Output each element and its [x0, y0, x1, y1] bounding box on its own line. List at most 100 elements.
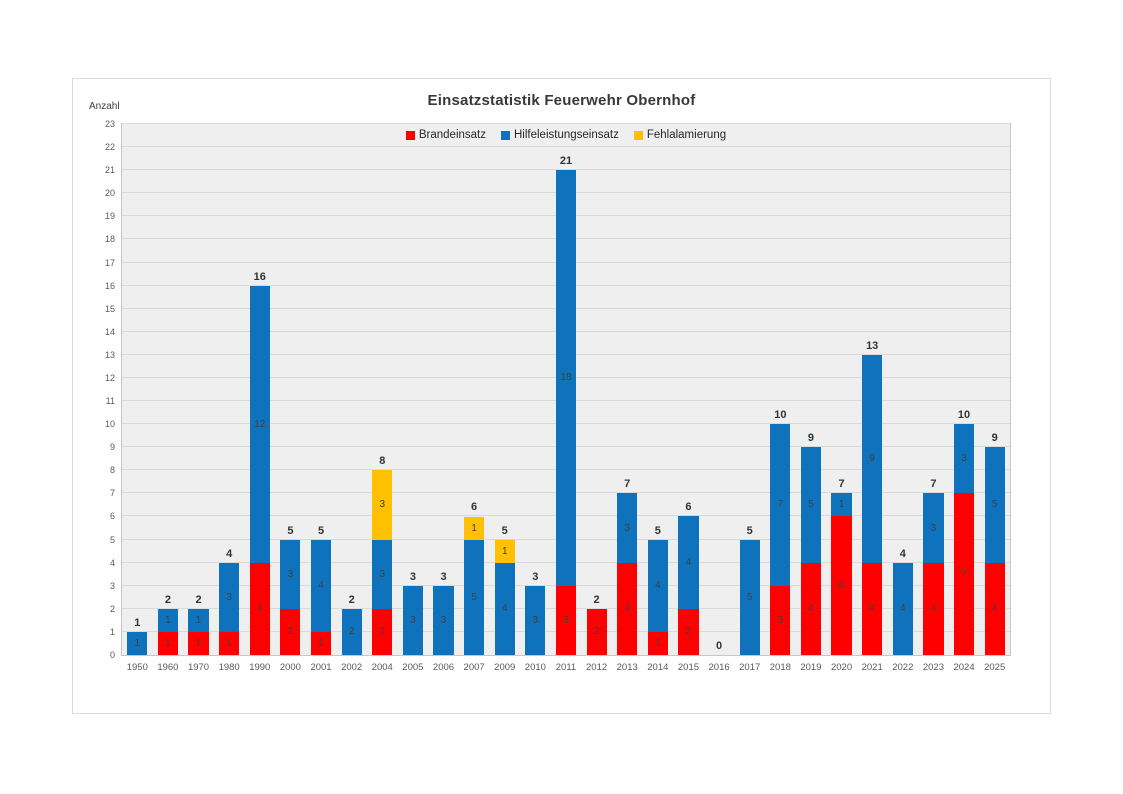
x-tick-label: 2024 [953, 662, 975, 673]
y-tick-label: 23 [104, 119, 115, 129]
bar-segment-fehlalamierung: 3 [372, 470, 393, 540]
bar-group-1950: 1 1 1950 [122, 124, 153, 673]
y-tick-label: 4 [109, 557, 115, 568]
bar-segment-hilfeleistungseinsatz: 2 [341, 608, 362, 655]
bar-segment-fehlalamierung: 1 [464, 516, 485, 540]
y-tick-label: 1 [109, 626, 115, 637]
bar-segment-brandeinsatz: 4 [862, 562, 883, 655]
bar-segment-hilfeleistungseinsatz: 3 [525, 585, 546, 655]
bar-segment-hilfeleistungseinsatz: 3 [433, 585, 454, 655]
bar-group-2007: 1 5 6 2007 [459, 124, 490, 673]
bar-segment-hilfeleistungseinsatz: 9 [862, 354, 883, 563]
bar-group-2011: 18 3 21 2011 [551, 124, 582, 673]
bar-total-label: 7 [624, 478, 631, 491]
y-axis-title: Anzahl [89, 101, 120, 112]
x-tick-label: 2005 [402, 662, 424, 673]
bar-value-label: 3 [226, 591, 232, 603]
bar-group-2004: 3 3 2 8 2004 [367, 124, 398, 673]
bar-value-label: 1 [165, 614, 171, 626]
bar-segment-hilfeleistungseinsatz: 4 [678, 516, 699, 609]
y-tick-label: 9 [109, 442, 115, 453]
y-tick-label: 0 [109, 650, 115, 660]
x-tick-label: 2000 [279, 662, 301, 673]
y-tick-label: 2 [109, 603, 115, 614]
bar-group-2021: 9 4 13 2021 [857, 124, 888, 673]
bar-group-2025: 5 4 9 2025 [979, 124, 1010, 673]
legend-swatch [633, 130, 643, 140]
bar-segment-hilfeleistungseinsatz: 3 [402, 585, 423, 655]
chart-card: Einsatzstatistik Feuerwehr Obernhof Anza… [72, 78, 1051, 714]
y-tick-label: 15 [104, 303, 115, 314]
x-tick-label: 2020 [830, 662, 853, 673]
bar-segment-brandeinsatz: 4 [249, 562, 270, 655]
legend-item-hilfeleistungseinsatz: Hilfeleistungseinsatz [501, 129, 619, 141]
legend-label: Fehlalamierung [646, 129, 727, 141]
bar-value-label: 7 [777, 499, 784, 511]
bar-group-2018: 7 3 10 2018 [765, 124, 796, 673]
y-tick-label: 8 [109, 465, 115, 476]
bar-total-label: 7 [930, 478, 937, 491]
bar-total-label: 3 [440, 570, 447, 583]
bar-group-2000: 3 2 5 2000 [275, 124, 306, 673]
bar-value-label: 1 [471, 522, 477, 534]
bar-total-label: 5 [317, 524, 325, 537]
x-tick-label: 1960 [157, 662, 179, 673]
bar-segment-brandeinsatz: 1 [310, 631, 332, 655]
bar-value-label: 5 [746, 591, 753, 603]
bar-total-label: 6 [685, 501, 692, 514]
x-tick-label: 2019 [800, 662, 822, 673]
legend-item-brandeinsatz: Brandeinsatz [405, 129, 486, 141]
bar-total-label: 21 [559, 155, 573, 168]
bar-total-label: 10 [774, 409, 787, 422]
bar-value-label: 2 [348, 626, 355, 638]
bar-segment-brandeinsatz: 4 [984, 562, 1005, 655]
bar-total-label: 5 [746, 524, 753, 537]
x-tick-label: 2001 [310, 662, 332, 673]
bar-value-label: 6 [838, 580, 845, 592]
bar-group-1970: 1 1 2 1970 [183, 124, 214, 673]
bar-total-label: 7 [838, 478, 845, 491]
bar-segment-hilfeleistungseinsatz: 1 [157, 608, 178, 632]
bar-segment-fehlalamierung: 1 [494, 539, 515, 563]
y-tick-label: 20 [104, 188, 115, 199]
bar-value-label: 3 [777, 614, 784, 626]
bar-group-2022: 4 4 2022 [888, 124, 919, 673]
bar-segment-hilfeleistungseinsatz: 4 [892, 562, 913, 655]
bar-segment-brandeinsatz: 3 [555, 585, 577, 655]
bar-total-label: 4 [899, 547, 906, 560]
bar-value-label: 4 [685, 557, 692, 569]
bar-group-2016: 0 2016 [704, 124, 735, 673]
bar-group-2019: 5 4 9 2019 [796, 124, 827, 673]
x-tick-label: 1980 [218, 662, 240, 673]
bar-value-label: 3 [930, 522, 937, 534]
bar-value-label: 2 [287, 626, 294, 638]
y-tick-label: 10 [104, 419, 115, 430]
bar-value-label: 3 [410, 614, 416, 626]
y-tick-label: 3 [109, 580, 115, 591]
bar-total-label: 9 [991, 432, 998, 445]
bar-group-2013: 3 4 7 2013 [612, 124, 643, 673]
x-tick-label: 2021 [861, 662, 883, 673]
legend-label: Brandeinsatz [418, 129, 486, 141]
bar-value-label: 5 [808, 499, 814, 511]
bar-segment-hilfeleistungseinsatz: 4 [310, 539, 332, 632]
bar-total-label: 2 [195, 593, 202, 606]
x-tick-label: 2009 [494, 662, 516, 673]
plot-area: Brandeinsatz Hilfeleistungseinsatz Fehlala… [105, 119, 1011, 673]
bar-segment-brandeinsatz: 2 [280, 608, 301, 655]
bar-value-label: 3 [961, 453, 967, 465]
bar-segment-hilfeleistungseinsatz: 12 [249, 285, 270, 563]
bar-segment-brandeinsatz: 4 [617, 562, 638, 655]
x-tick-label: 2017 [739, 662, 761, 673]
bar-value-label: 1 [195, 614, 202, 626]
legend: Brandeinsatz Hilfeleistungseinsatz Fehlala… [122, 129, 1010, 141]
bar-value-label: 4 [655, 580, 661, 592]
bar-value-label: 3 [624, 522, 630, 534]
bar-value-label: 1 [501, 545, 508, 557]
bar-value-label: 7 [961, 568, 967, 580]
chart-title: Einsatzstatistik Feuerwehr Obernhof [427, 92, 696, 109]
x-tick-label: 2004 [371, 662, 393, 673]
bar-total-label: 1 [134, 616, 141, 629]
bar-total-label: 5 [287, 524, 294, 537]
bar-value-label: 1 [838, 499, 845, 511]
